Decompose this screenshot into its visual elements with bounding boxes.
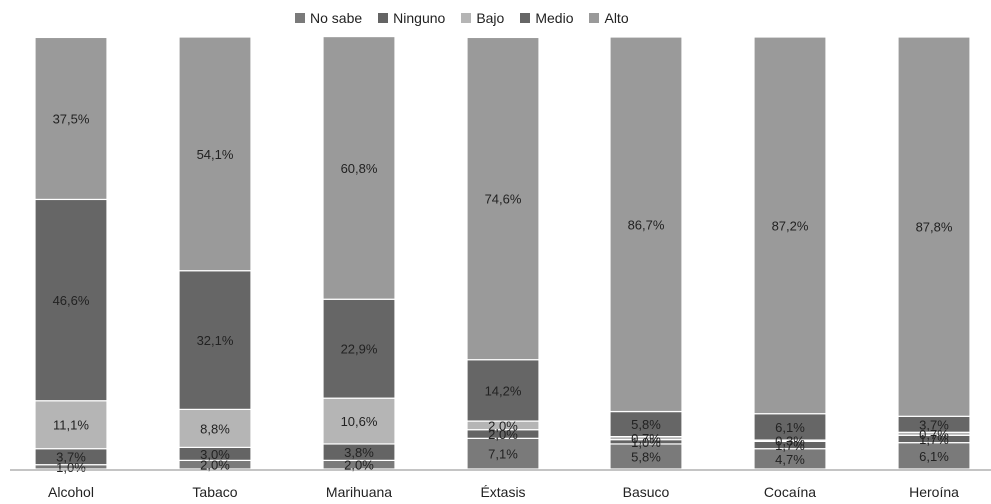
legend-label-ninguno: Ninguno xyxy=(393,10,446,26)
bar-segment-alto-tabaco xyxy=(178,36,252,272)
data-label-bajo-marihuana: 10,6% xyxy=(341,414,378,429)
bar-segment-bajo-alcohol xyxy=(34,400,108,450)
data-label-alto-heroina: 87,8% xyxy=(916,220,953,235)
bar-segment-bajo-tabaco xyxy=(178,408,252,449)
legend-item-no-sabe: No sabe xyxy=(295,10,362,26)
x-tick-label-alcohol: Alcohol xyxy=(48,484,94,500)
bar-segment-bajo-marihuana xyxy=(322,397,396,445)
data-label-bajo-extasis: 2,0% xyxy=(488,418,518,433)
data-label-medio-marihuana: 22,9% xyxy=(341,342,378,357)
data-label-alto-basuco: 86,7% xyxy=(628,217,665,232)
data-label-ninguno-heroina: 1,7% xyxy=(919,432,949,447)
bar-segment-alto-extasis xyxy=(466,36,540,361)
bar-segment-alto-cocaina xyxy=(753,36,827,415)
data-label-medio-cocaina: 6,1% xyxy=(775,420,805,435)
x-tick-label-cocaina: Cocaína xyxy=(764,484,816,500)
data-label-alto-extasis: 74,6% xyxy=(485,192,522,207)
bar-segment-medio-cocaina xyxy=(753,413,827,441)
data-label-alto-marihuana: 60,8% xyxy=(341,161,378,176)
x-tick-label-tabaco: Tabaco xyxy=(192,484,237,500)
legend-swatch-no-sabe xyxy=(295,13,305,23)
data-label-ninguno-tabaco: 3,0% xyxy=(200,447,230,462)
data-label-no-sabe-extasis: 7,1% xyxy=(488,447,518,462)
bar-segment-medio-tabaco xyxy=(178,270,252,410)
data-label-medio-basuco: 5,8% xyxy=(631,417,661,432)
data-label-ninguno-basuco: 1,0% xyxy=(631,435,661,450)
data-label-no-sabe-heroina: 6,1% xyxy=(919,449,949,464)
data-label-no-sabe-alcohol: 1,0% xyxy=(56,460,86,475)
data-label-ninguno-extasis: 2,0% xyxy=(488,427,518,442)
bar-segment-medio-marihuana xyxy=(322,298,396,399)
chart-legend: No sabe Ninguno Bajo Medio Alto xyxy=(295,8,629,28)
legend-swatch-bajo xyxy=(461,13,472,23)
data-label-alto-alcohol: 37,5% xyxy=(53,111,90,126)
data-label-bajo-alcohol: 11,1% xyxy=(53,418,89,433)
bar-segment-medio-basuco xyxy=(609,410,683,438)
legend-swatch-alto xyxy=(589,13,600,23)
data-label-no-sabe-marihuana: 2,0% xyxy=(344,458,374,473)
x-tick-label-basuco: Basuco xyxy=(623,484,670,500)
data-label-no-sabe-tabaco: 2,0% xyxy=(200,458,230,473)
data-label-bajo-heroina: 0,7% xyxy=(919,427,949,442)
data-label-alto-tabaco: 54,1% xyxy=(197,147,234,162)
data-label-alto-cocaina: 87,2% xyxy=(772,218,809,233)
x-tick-label-heroina: Heroína xyxy=(909,484,959,500)
legend-swatch-ninguno xyxy=(378,13,389,23)
x-tick-label-marihuana: Marihuana xyxy=(326,484,392,500)
bar-segment-no-sabe-basuco xyxy=(609,443,683,470)
data-label-bajo-cocaina: 0,3% xyxy=(775,434,805,449)
legend-label-alto: Alto xyxy=(604,10,629,26)
legend-item-alto: Alto xyxy=(589,10,629,26)
x-tick-label-extasis: Éxtasis xyxy=(480,484,525,500)
legend-item-ninguno: Ninguno xyxy=(378,10,445,26)
legend-label-medio: Medio xyxy=(535,10,574,26)
data-label-ninguno-cocaina: 1,7% xyxy=(775,438,805,453)
data-label-medio-extasis: 14,2% xyxy=(485,383,522,398)
data-label-ninguno-marihuana: 3,8% xyxy=(344,445,374,460)
legend-item-medio: Medio xyxy=(520,10,573,26)
data-label-medio-heroina: 3,7% xyxy=(919,417,949,432)
data-label-no-sabe-basuco: 5,8% xyxy=(631,449,661,464)
data-label-ninguno-alcohol: 3,7% xyxy=(56,450,86,465)
legend-label-bajo: Bajo xyxy=(476,10,505,26)
legend-item-bajo: Bajo xyxy=(461,10,504,26)
data-label-bajo-basuco: 0,7% xyxy=(631,431,661,446)
data-label-bajo-tabaco: 8,8% xyxy=(200,421,230,436)
data-label-medio-tabaco: 32,1% xyxy=(197,333,234,348)
bar-segment-alto-alcohol xyxy=(34,36,108,201)
legend-swatch-medio xyxy=(520,13,531,23)
bar-segment-alto-marihuana xyxy=(322,35,396,300)
data-label-no-sabe-cocaina: 4,7% xyxy=(775,452,805,467)
bar-segment-alto-basuco xyxy=(609,36,683,413)
bar-segment-alto-heroina xyxy=(897,36,971,417)
legend-label-no-sabe: No sabe xyxy=(310,10,363,26)
bar-segment-no-sabe-extasis xyxy=(466,437,540,470)
data-label-medio-alcohol: 46,6% xyxy=(53,293,90,308)
